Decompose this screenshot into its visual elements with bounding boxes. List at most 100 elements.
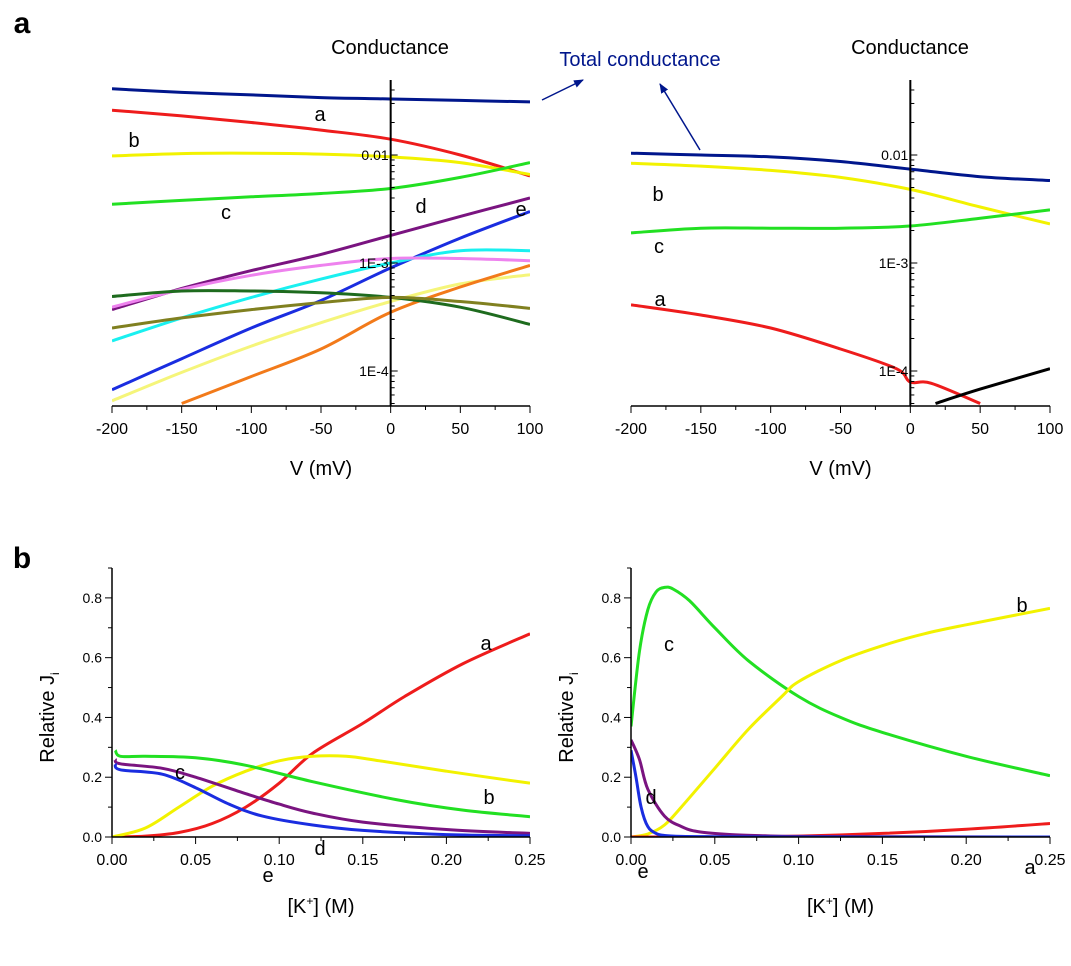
series-line-orange xyxy=(181,263,530,405)
x-tick-label: -150 xyxy=(685,421,717,438)
series-line-b xyxy=(112,754,530,837)
chart-a-left: 0.01 1E-3 1E-4 -200 -150 -100 -50 0 50 100 V (mV) C… xyxy=(96,37,543,480)
x-axis-label: V (mV) xyxy=(290,458,352,480)
series-line-c xyxy=(631,208,1050,235)
x-tick-label: 50 xyxy=(451,421,469,438)
chart-b-left: 0.0 0.2 0.4 0.6 0.8 Relative Ji 0.00 0.05 0.10 0.… xyxy=(37,567,546,918)
chart-b-right: 0.0 0.2 0.4 0.6 0.8 Relative Ji 0.00 0.05 0.10 0.… xyxy=(556,567,1066,918)
series-label-c: c xyxy=(664,634,674,656)
series-line-e xyxy=(112,210,530,392)
x-axis-label: [K+] (M) xyxy=(807,894,874,918)
series-line-lightyellow xyxy=(112,273,530,403)
y-tick-label: 0.6 xyxy=(602,650,622,666)
series-label-e: e xyxy=(637,861,648,883)
series-label-c: c xyxy=(654,236,664,258)
x-tick-label: -50 xyxy=(309,421,332,438)
series-line-b xyxy=(631,161,1050,226)
series-line-e xyxy=(631,750,1050,837)
x-tick-label: -100 xyxy=(235,421,267,438)
series-line-a xyxy=(112,108,530,178)
y-tick-label: 0.01 xyxy=(361,147,388,163)
annotation-arrow-left xyxy=(541,79,584,101)
series-line-black xyxy=(935,367,1050,405)
series-label-c: c xyxy=(175,762,185,784)
series-line-a xyxy=(631,822,1050,837)
y-tick-label: 0.4 xyxy=(602,709,622,725)
series-line-a xyxy=(631,303,981,405)
x-tick-label: 0.10 xyxy=(783,852,814,869)
x-tick-label: -200 xyxy=(615,421,647,438)
y-axis-label: Relative Ji xyxy=(37,672,62,762)
x-tick-label: 0.25 xyxy=(514,852,545,869)
series-label-b: b xyxy=(652,184,663,206)
series-line-cyan xyxy=(112,248,530,343)
series-line-b xyxy=(112,151,530,176)
x-axis-label: [K+] (M) xyxy=(287,894,354,918)
x-tick-label: -100 xyxy=(755,421,787,438)
series-line-c xyxy=(631,585,1050,778)
chart-a-right: 0.01 1E-3 1E-4 -200 -150 -100 -50 0 50 100 V (mV) C… xyxy=(615,37,1063,480)
x-tick-label: 0.20 xyxy=(431,852,462,869)
series-label-d: d xyxy=(314,838,325,860)
y-tick-label: 1E-3 xyxy=(359,255,389,271)
series-line-d xyxy=(113,758,530,835)
y-tick-label: 1E-3 xyxy=(879,255,909,271)
y-tick-label: 0.4 xyxy=(83,709,103,725)
x-tick-label: 0.20 xyxy=(951,852,982,869)
y-tick-label: 1E-4 xyxy=(879,363,909,379)
series-line-a xyxy=(112,632,530,837)
chart-title: Conductance xyxy=(851,37,969,59)
y-tick-label: 0.6 xyxy=(83,650,103,666)
x-tick-label: -50 xyxy=(829,421,852,438)
series-label-d: d xyxy=(415,196,426,218)
y-axis-label: Relative Ji xyxy=(556,672,581,762)
series-label-b: b xyxy=(128,130,139,152)
annotation-total-conductance: Total conductance xyxy=(559,49,720,71)
series-line-e xyxy=(113,762,530,837)
x-tick-label: 100 xyxy=(517,421,544,438)
x-tick-label: 0.15 xyxy=(867,852,898,869)
annotation-arrow-right xyxy=(659,83,701,151)
y-tick-label: 0.01 xyxy=(881,147,908,163)
y-tick-label: 0.2 xyxy=(83,769,103,785)
x-tick-label: 0.05 xyxy=(699,852,730,869)
series-label-b: b xyxy=(483,787,494,809)
series-label-c: c xyxy=(221,202,231,224)
y-tick-label: 0.8 xyxy=(602,590,622,606)
x-tick-label: -150 xyxy=(166,421,198,438)
x-axis-label: V (mV) xyxy=(809,458,871,480)
x-tick-label: 0.10 xyxy=(264,852,295,869)
series-line-c xyxy=(113,749,530,819)
chart-title: Conductance xyxy=(331,37,449,59)
series-label-e: e xyxy=(515,199,526,221)
x-tick-label: 0.15 xyxy=(347,852,378,869)
series-label-a: a xyxy=(480,633,492,655)
series-label-a: a xyxy=(314,104,326,126)
y-tick-label: 0.0 xyxy=(602,829,622,845)
x-tick-label: -200 xyxy=(96,421,128,438)
series-line-c xyxy=(112,161,530,206)
series-line-navy xyxy=(631,151,1050,182)
x-tick-label: 0.05 xyxy=(180,852,211,869)
series-label-b: b xyxy=(1016,595,1027,617)
series-line-olive xyxy=(112,295,530,330)
panel-label-b: b xyxy=(13,542,31,575)
x-tick-label: 0 xyxy=(386,421,395,438)
series-label-e: e xyxy=(262,865,273,887)
series-line-navy xyxy=(112,87,530,104)
y-tick-label: 0.8 xyxy=(83,590,103,606)
x-tick-label: 0.00 xyxy=(615,852,646,869)
series-line-d xyxy=(631,739,1050,837)
panel-label-a: a xyxy=(14,7,31,40)
series-line-darkgreen xyxy=(112,289,530,326)
x-tick-label: 50 xyxy=(971,421,989,438)
x-tick-label: 0.25 xyxy=(1034,852,1065,869)
y-tick-label: 0.0 xyxy=(83,829,103,845)
x-tick-label: 100 xyxy=(1037,421,1064,438)
x-tick-label: 0 xyxy=(906,421,915,438)
x-tick-label: 0.00 xyxy=(96,852,127,869)
series-line-b xyxy=(631,606,1050,837)
series-label-a: a xyxy=(654,289,666,311)
y-tick-label: 1E-4 xyxy=(359,363,389,379)
